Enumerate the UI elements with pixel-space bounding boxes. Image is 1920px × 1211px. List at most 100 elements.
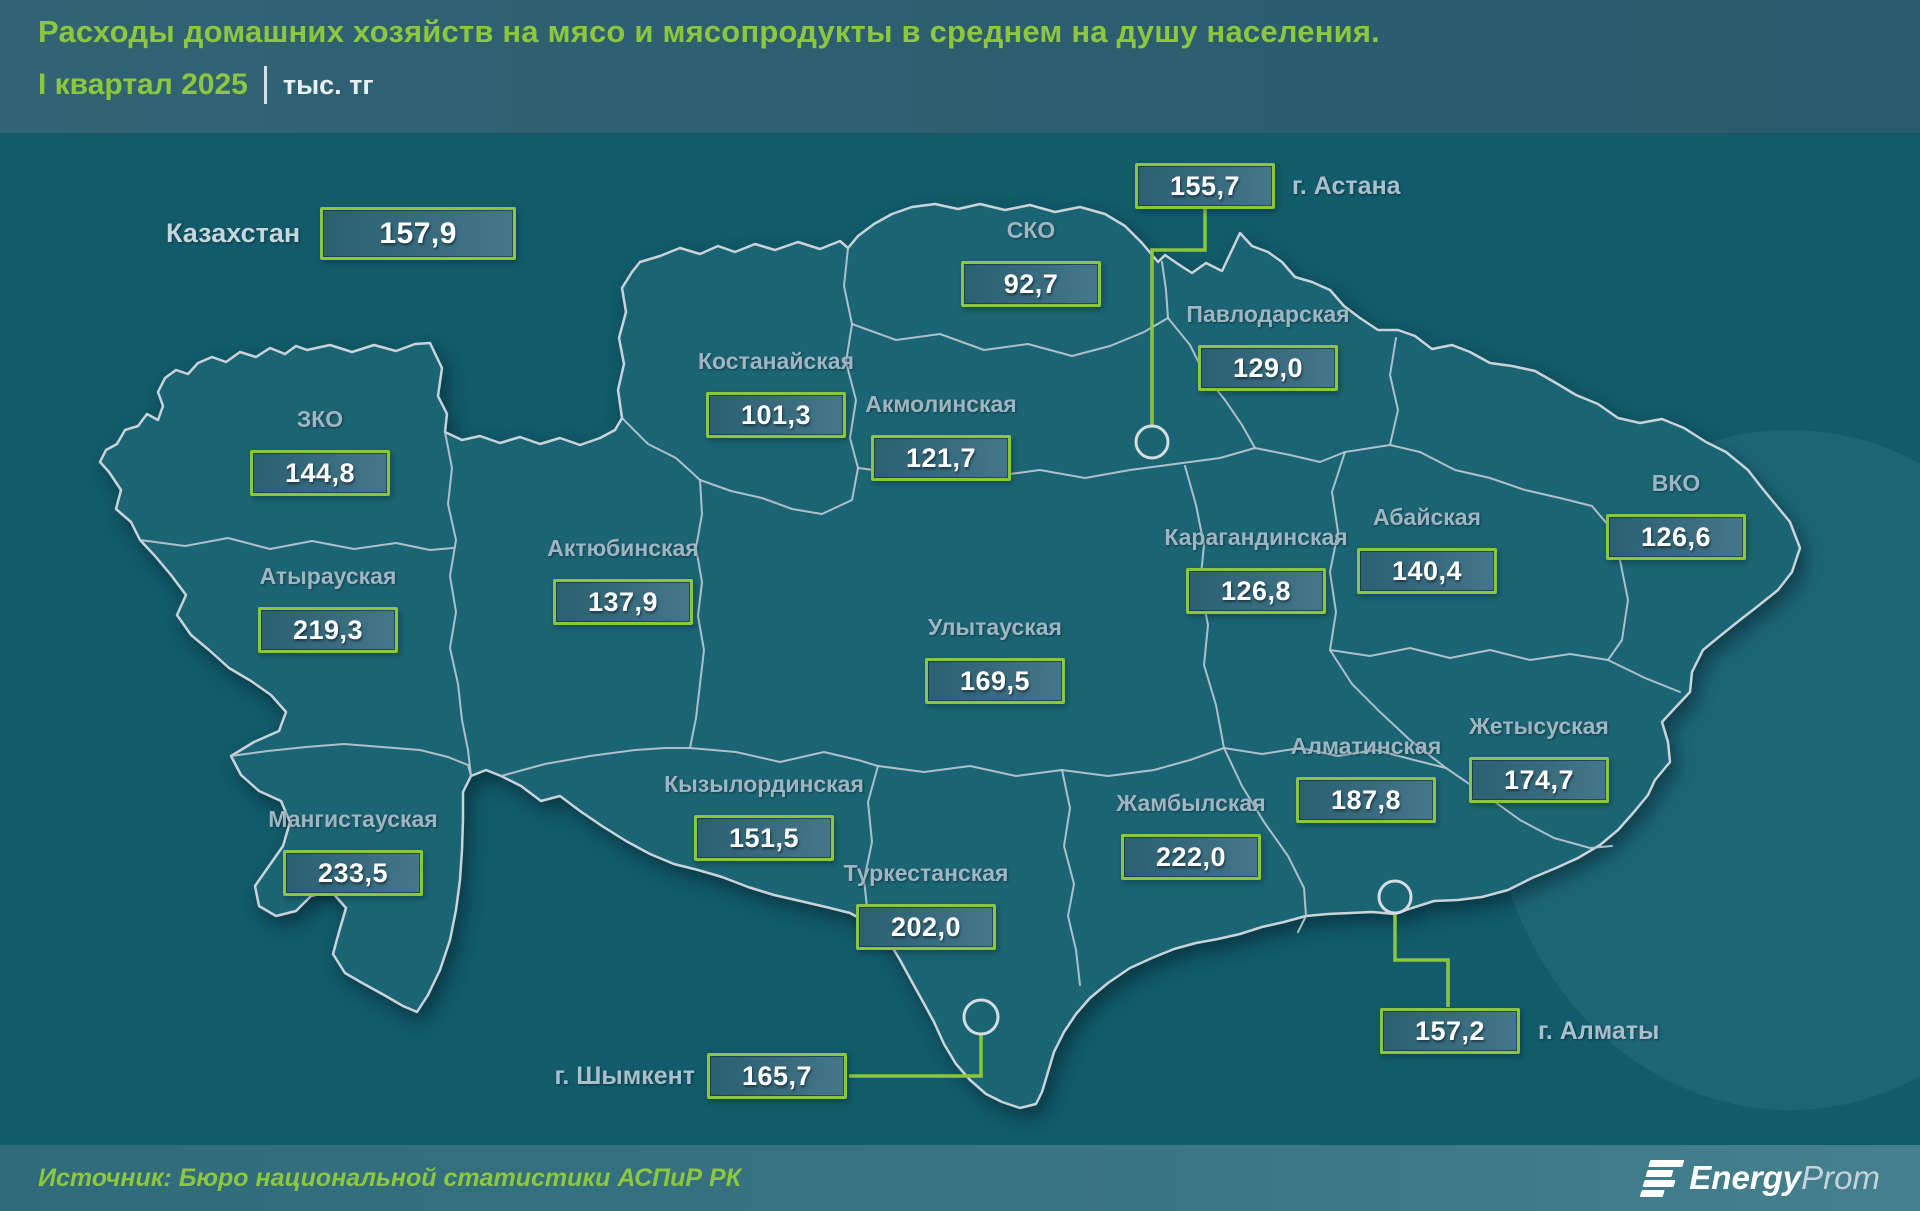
border-zko-atyrau: [139, 537, 454, 551]
border-karaganda-south: [1223, 747, 1447, 769]
almaty-marker: [1377, 879, 1413, 915]
region-label: ВКО: [1651, 470, 1701, 496]
period-label: I квартал 2025: [38, 68, 248, 101]
city-value-box: 165,7: [707, 1053, 847, 1099]
region-label: Костанайская: [698, 348, 854, 374]
region-sko: СКО 92,7: [911, 216, 1151, 307]
border-aktobe-kostanay: [621, 417, 701, 481]
region-value-box: 202,0: [856, 904, 996, 950]
region-zhambyl: Жамбылская 222,0: [1071, 789, 1311, 880]
page-title: Расходы домашних хозяйств на мясо и мясо…: [38, 14, 1380, 49]
region-value-box: 187,8: [1296, 777, 1436, 823]
region-value-box: 92,7: [961, 261, 1101, 307]
region-label: Павлодарская: [1186, 301, 1350, 327]
region-ulytau: Улытауская 169,5: [875, 613, 1115, 704]
city-connectors: [849, 209, 1450, 1078]
region-value-box: 137,9: [553, 579, 693, 625]
region-zko: ЗКО 144,8: [200, 405, 440, 496]
region-turkestan: Туркестанская 202,0: [806, 859, 1046, 950]
region-vko: ВКО 126,6: [1556, 469, 1796, 560]
region-value-box: 219,3: [258, 607, 398, 653]
header: Расходы домашних хозяйств на мясо и мясо…: [0, 0, 1920, 134]
region-karaganda: Карагандинская 126,8: [1136, 523, 1376, 614]
region-label: Атырауская: [259, 563, 397, 589]
subtitle-row: I квартал 2025 тыс. тг: [38, 62, 374, 108]
border-turkestan-zhambyl: [1061, 769, 1081, 986]
region-abai: Абайская 140,4: [1307, 503, 1547, 594]
energyprom-logo: EnergyProm: [1639, 1145, 1880, 1211]
region-pavlodar: Павлодарская 129,0: [1148, 300, 1388, 391]
region-label: Акмолинская: [865, 391, 1017, 417]
border-zhambyl-almaty: [1223, 747, 1307, 933]
region-mangystau: Мангистауская 233,5: [233, 805, 473, 896]
region-label: Актюбинская: [547, 535, 699, 561]
region-value-box: 174,7: [1469, 757, 1609, 803]
country-label: Казахстан: [166, 218, 301, 248]
region-value-box: 222,0: [1121, 834, 1261, 880]
region-value-box: 129,0: [1198, 345, 1338, 391]
almaty-connector: [1393, 914, 1450, 1007]
region-kostanay: Костанайская 101,3: [656, 347, 896, 438]
region-almaty-obl: Алматинская 187,8: [1246, 732, 1486, 823]
region-value-box: 144,8: [250, 450, 390, 496]
region-label: Мангистауская: [268, 806, 438, 832]
city-shymkent: г. Шымкент 165,7: [545, 1053, 847, 1099]
region-value-box: 140,4: [1357, 548, 1497, 594]
region-atyrau: Атырауская 219,3: [208, 562, 448, 653]
energyprom-logo-icon: [1639, 1159, 1685, 1197]
region-value-box: 151,5: [694, 815, 834, 861]
region-label: Карагандинская: [1164, 524, 1348, 550]
shymkent-connector: [849, 1035, 983, 1078]
border-sko-akmola: [851, 317, 1169, 357]
border-karaganda-abai: [1329, 451, 1346, 651]
region-value-box: 101,3: [706, 392, 846, 438]
region-akmola: Акмолинская 121,7: [821, 390, 1061, 481]
city-value-box: 157,2: [1380, 1008, 1520, 1054]
internal-borders: [139, 247, 1681, 986]
footer: Источник: Бюро национальной статистики А…: [0, 1145, 1920, 1211]
region-value-box: 126,6: [1606, 514, 1746, 560]
border-abai-zhetysu: [1329, 647, 1681, 693]
city-value-box: 155,7: [1135, 163, 1275, 209]
logo-text: EnergyProm: [1689, 1159, 1880, 1196]
region-label: Жетысуская: [1469, 713, 1609, 739]
astana-connector: [1150, 209, 1207, 425]
border-atyrau-mangystau: [230, 743, 472, 777]
region-kyzylorda: Кызылординская 151,5: [644, 770, 884, 861]
border-aktobe-ulytau: [689, 479, 705, 749]
source-label: Источник: Бюро национальной статистики А…: [38, 1163, 742, 1192]
shymkent-marker: [962, 998, 1000, 1036]
city-almaty: 157,2 г. Алматы: [1380, 1008, 1659, 1054]
region-value-box: 233,5: [283, 850, 423, 896]
border-karaganda-pavlodar: [1254, 444, 1421, 463]
region-label: Кызылординская: [664, 771, 864, 797]
border-vko-abai: [1419, 451, 1629, 661]
border-sko-pavlodar: [1161, 261, 1256, 449]
country-value-box: 157,9: [320, 207, 517, 260]
region-label: Туркестанская: [843, 860, 1009, 886]
region-label: Алматинская: [1290, 733, 1442, 759]
border-kyzylorda-north: [500, 747, 879, 777]
country-value: 157,9: [379, 216, 457, 250]
region-label: Абайская: [1373, 504, 1481, 530]
city-label: г. Алматы: [1538, 1016, 1660, 1045]
kazakhstan-outline: [98, 202, 1802, 1110]
region-label: СКО: [1006, 217, 1056, 243]
region-label: Улытауская: [928, 614, 1062, 640]
border-pavlodar-vko: [1389, 337, 1399, 446]
region-aktobe: Актюбинская 137,9: [503, 534, 743, 625]
unit-label: тыс. тг: [282, 69, 374, 100]
region-value-box: 126,8: [1186, 568, 1326, 614]
region-zhetysu: Жетысуская 174,7: [1419, 712, 1659, 803]
region-value-box: 169,5: [925, 658, 1065, 704]
region-label: ЗКО: [296, 406, 344, 432]
separator-bar: [263, 66, 267, 104]
astana-marker: [1134, 424, 1170, 460]
country-total: Казахстан 157,9: [166, 207, 517, 260]
city-label: г. Шымкент: [554, 1061, 695, 1090]
region-value-box: 121,7: [871, 435, 1011, 481]
region-label: Жамбылская: [1116, 790, 1266, 816]
border-west-aktobe: [444, 431, 472, 777]
city-astana: 155,7 г. Астана: [1135, 163, 1401, 209]
